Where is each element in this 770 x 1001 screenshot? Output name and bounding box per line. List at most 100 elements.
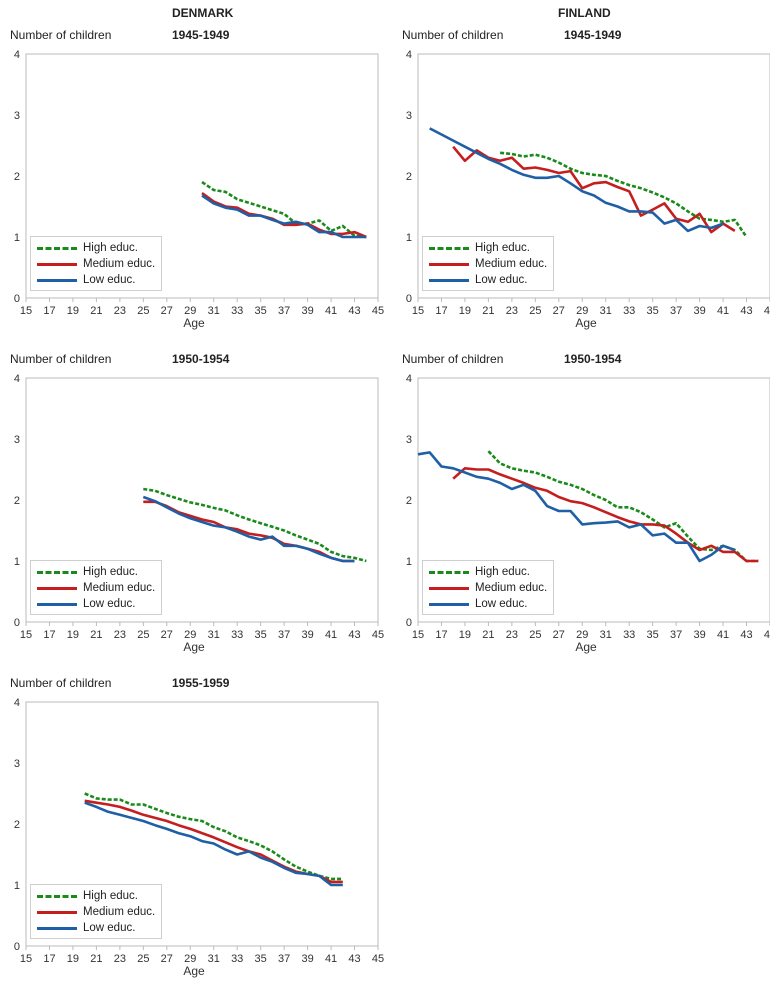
country-title-finland: FINLAND xyxy=(558,6,611,20)
x-tick-label: 23 xyxy=(114,953,126,965)
x-tick-label: 45 xyxy=(372,629,384,641)
panel-finland-1950: Number of children 1950-1954 0 1 2 3 4 15 17 19… xyxy=(392,352,770,677)
legend: High educ. Medium educ. Low educ. xyxy=(422,560,555,615)
x-tick-label: 27 xyxy=(553,629,565,641)
x-tick-label: 23 xyxy=(506,305,518,317)
x-tick-label: 19 xyxy=(67,953,79,965)
legend-label-high: High educ. xyxy=(475,566,530,578)
cohort-title: 1950-1954 xyxy=(172,352,230,366)
cohort-title: 1955-1959 xyxy=(172,676,230,690)
legend-item-low: Low educ. xyxy=(37,920,155,936)
x-tick-label: 43 xyxy=(740,305,752,317)
x-tick-label: 17 xyxy=(435,629,447,641)
x-tick-label: 25 xyxy=(137,953,149,965)
plot-frame xyxy=(25,53,379,299)
legend-label-low: Low educ. xyxy=(83,274,136,286)
legend-swatch-low xyxy=(37,602,77,606)
x-tick-label: 15 xyxy=(20,953,32,965)
y-axis-title: Number of children xyxy=(10,28,112,42)
x-tick-label: 35 xyxy=(255,305,267,317)
x-tick-label: 27 xyxy=(161,953,173,965)
x-tick-label: 37 xyxy=(670,305,682,317)
legend-label-low: Low educ. xyxy=(83,922,136,934)
x-tick-label: 45 xyxy=(764,305,770,317)
x-tick-label: 43 xyxy=(348,953,360,965)
x-tick-label: 23 xyxy=(114,305,126,317)
x-tick-label: 15 xyxy=(20,629,32,641)
legend-label-high: High educ. xyxy=(475,242,530,254)
x-tick-label: 39 xyxy=(301,305,313,317)
x-tick-label: 25 xyxy=(529,305,541,317)
x-tick-label: 15 xyxy=(412,305,424,317)
x-tick-label: 33 xyxy=(231,953,243,965)
plot-frame xyxy=(417,377,770,623)
x-tick-label: 15 xyxy=(412,629,424,641)
panel-denmark-1945: Number of children 1945-1949 0 1 2 3 4 15 17 19… xyxy=(0,28,385,353)
legend-item-high: High educ. xyxy=(37,564,155,580)
legend-item-medium: Medium educ. xyxy=(429,580,547,596)
x-tick-label: 35 xyxy=(255,629,267,641)
x-tick-label: 31 xyxy=(600,305,612,317)
x-axis-title: Age xyxy=(183,964,205,978)
x-tick-label: 29 xyxy=(184,953,196,965)
x-tick-label: 21 xyxy=(482,305,494,317)
x-tick-label: 45 xyxy=(372,953,384,965)
legend-item-medium: Medium educ. xyxy=(37,580,155,596)
legend-item-high: High educ. xyxy=(429,564,547,580)
y-tick-label: 3 xyxy=(14,110,20,122)
legend-swatch-low xyxy=(37,926,77,930)
x-tick-label: 23 xyxy=(506,629,518,641)
x-tick-label: 39 xyxy=(693,305,705,317)
x-tick-label: 29 xyxy=(184,629,196,641)
cohort-title: 1945-1949 xyxy=(564,28,622,42)
legend-label-medium: Medium educ. xyxy=(475,258,548,270)
y-tick-label: 2 xyxy=(406,171,412,183)
x-tick-label: 31 xyxy=(600,629,612,641)
series-line-low xyxy=(429,127,724,233)
y-tick-label: 4 xyxy=(14,697,20,709)
panel-denmark-1950: Number of children 1950-1954 0 1 2 3 4 15 17 19… xyxy=(0,352,385,677)
legend-label-low: Low educ. xyxy=(475,598,528,610)
y-tick-label: 0 xyxy=(14,617,20,629)
x-tick-label: 35 xyxy=(647,305,659,317)
legend-item-high: High educ. xyxy=(429,240,547,256)
y-tick-label: 0 xyxy=(406,293,412,305)
y-axis-title: Number of children xyxy=(402,352,504,366)
legend-label-high: High educ. xyxy=(83,242,138,254)
x-tick-label: 21 xyxy=(90,629,102,641)
legend-label-medium: Medium educ. xyxy=(83,906,156,918)
plot-frame xyxy=(25,377,379,623)
legend-label-low: Low educ. xyxy=(83,598,136,610)
series-line-high xyxy=(143,487,367,563)
x-tick-label: 17 xyxy=(43,629,55,641)
y-tick-label: 3 xyxy=(14,758,20,770)
x-tick-label: 25 xyxy=(137,305,149,317)
x-tick-label: 39 xyxy=(301,629,313,641)
legend-label-high: High educ. xyxy=(83,566,138,578)
series-line-high xyxy=(201,181,367,239)
legend: High educ. Medium educ. Low educ. xyxy=(30,884,163,939)
x-tick-label: 39 xyxy=(301,953,313,965)
x-tick-label: 21 xyxy=(482,629,494,641)
x-tick-label: 27 xyxy=(161,305,173,317)
legend-swatch-medium xyxy=(37,910,77,914)
y-tick-label: 2 xyxy=(14,819,20,831)
x-tick-label: 41 xyxy=(717,629,729,641)
legend-swatch-high xyxy=(429,570,469,574)
legend-item-medium: Medium educ. xyxy=(37,256,155,272)
series-line-low xyxy=(142,495,355,563)
series-line-medium xyxy=(201,192,367,239)
x-tick-label: 21 xyxy=(90,305,102,317)
legend-item-high: High educ. xyxy=(37,888,155,904)
x-tick-label: 15 xyxy=(20,305,32,317)
legend-label-low: Low educ. xyxy=(475,274,528,286)
legend-item-low: Low educ. xyxy=(37,596,155,612)
x-tick-label: 45 xyxy=(764,629,770,641)
x-axis-title: Age xyxy=(575,316,597,330)
y-axis-title: Number of children xyxy=(10,352,112,366)
legend-item-low: Low educ. xyxy=(37,272,155,288)
x-tick-label: 17 xyxy=(435,305,447,317)
